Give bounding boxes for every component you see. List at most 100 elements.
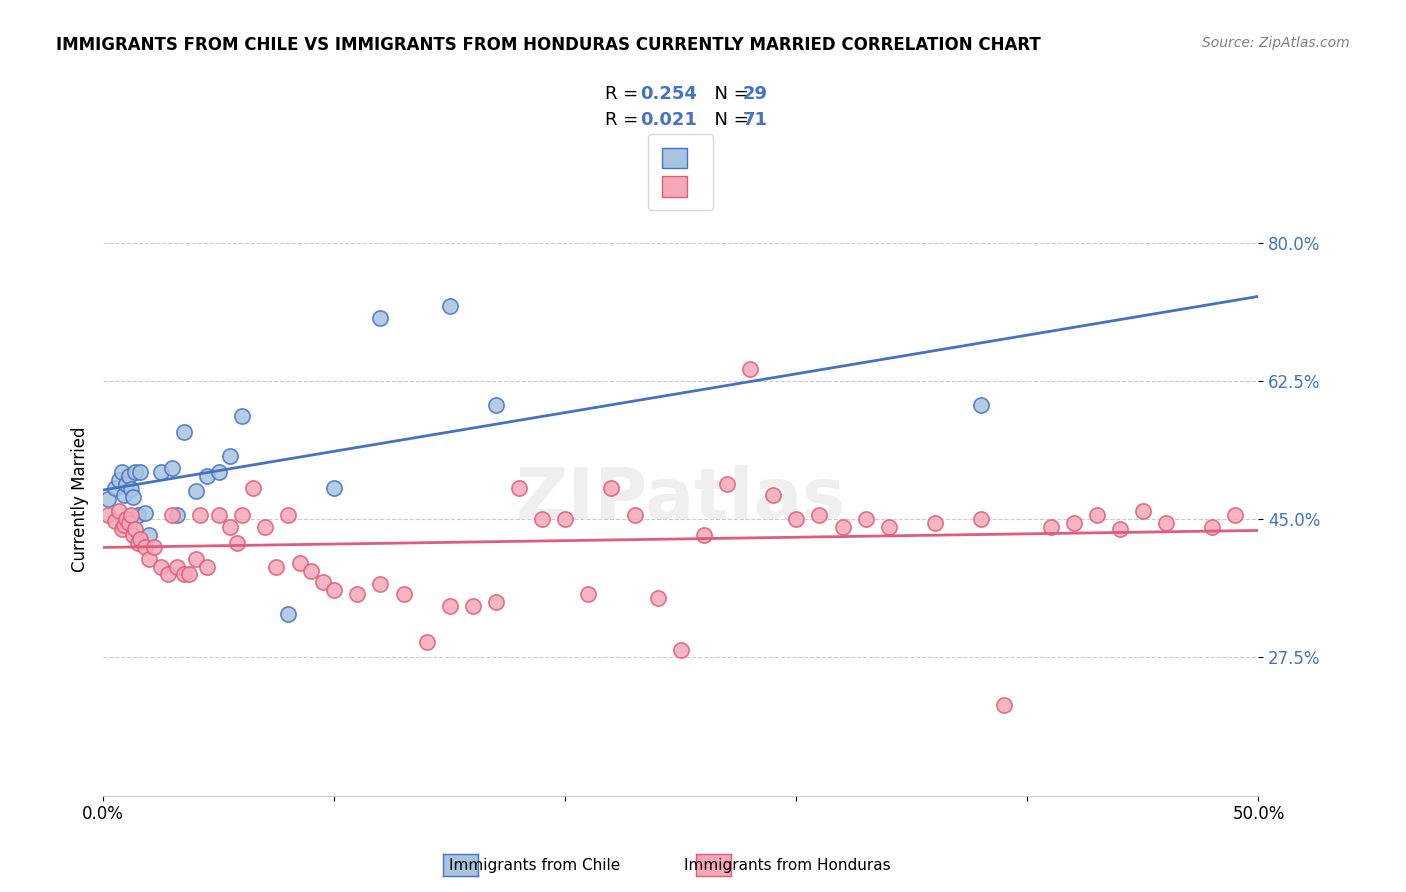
- Point: [693, 528, 716, 542]
- Point: [576, 587, 599, 601]
- Text: 0.021: 0.021: [640, 112, 696, 129]
- Point: [970, 398, 993, 412]
- Point: [647, 591, 669, 606]
- Point: [127, 508, 149, 523]
- Point: [877, 520, 900, 534]
- Point: [219, 449, 242, 463]
- Point: [188, 508, 211, 523]
- Point: [124, 522, 146, 536]
- Point: [288, 556, 311, 570]
- Point: [623, 508, 645, 523]
- Point: [166, 508, 188, 523]
- Point: [184, 484, 207, 499]
- Point: [231, 508, 253, 523]
- Point: [439, 599, 461, 613]
- Point: [108, 504, 131, 518]
- Point: [195, 468, 218, 483]
- Point: [461, 599, 484, 613]
- Point: [266, 559, 288, 574]
- Point: [166, 559, 188, 574]
- Point: [115, 512, 138, 526]
- Point: [323, 481, 346, 495]
- Point: [831, 520, 853, 534]
- Text: ZIPatlas: ZIPatlas: [516, 465, 846, 534]
- Point: [855, 512, 877, 526]
- Point: [156, 567, 179, 582]
- Point: [120, 482, 142, 496]
- Text: R =: R =: [605, 112, 644, 129]
- Point: [231, 409, 253, 424]
- Text: Source: ZipAtlas.com: Source: ZipAtlas.com: [1202, 36, 1350, 50]
- Text: N =: N =: [703, 112, 755, 129]
- Point: [110, 465, 132, 479]
- Point: [1063, 516, 1085, 530]
- Point: [346, 587, 368, 601]
- Point: [108, 473, 131, 487]
- Point: [138, 528, 160, 542]
- Point: [716, 476, 738, 491]
- Point: [177, 567, 200, 582]
- Point: [97, 492, 120, 507]
- Point: [122, 528, 145, 542]
- Point: [97, 508, 120, 523]
- Point: [323, 583, 346, 598]
- Point: [531, 512, 554, 526]
- Point: [299, 564, 322, 578]
- Text: 71: 71: [742, 112, 768, 129]
- Text: 0.254: 0.254: [640, 85, 696, 103]
- Point: [149, 465, 172, 479]
- Point: [120, 508, 142, 523]
- Point: [311, 575, 333, 590]
- Text: Immigrants from Chile: Immigrants from Chile: [449, 858, 620, 872]
- Point: [129, 465, 152, 479]
- Y-axis label: Currently Married: Currently Married: [72, 426, 89, 572]
- Point: [1154, 516, 1177, 530]
- Point: [1225, 508, 1247, 523]
- Point: [129, 532, 152, 546]
- Text: Immigrants from Honduras: Immigrants from Honduras: [685, 858, 890, 872]
- Point: [415, 634, 437, 648]
- Point: [1201, 520, 1223, 534]
- Legend: , : ,: [648, 135, 713, 210]
- Point: [370, 310, 392, 325]
- Point: [195, 559, 218, 574]
- Point: [143, 540, 166, 554]
- Point: [208, 508, 231, 523]
- Point: [277, 607, 299, 621]
- Point: [600, 481, 623, 495]
- Point: [122, 490, 145, 504]
- Text: N =: N =: [703, 85, 755, 103]
- Point: [508, 481, 530, 495]
- Point: [253, 520, 276, 534]
- Point: [762, 488, 785, 502]
- Point: [242, 481, 264, 495]
- Point: [277, 508, 299, 523]
- Point: [162, 460, 184, 475]
- Point: [173, 567, 195, 582]
- Point: [740, 362, 762, 376]
- Point: [993, 698, 1015, 712]
- Point: [134, 540, 156, 554]
- Point: [173, 425, 195, 440]
- Point: [112, 518, 135, 533]
- Point: [392, 587, 415, 601]
- Point: [226, 536, 249, 550]
- Point: [149, 559, 172, 574]
- Point: [485, 595, 508, 609]
- Point: [924, 516, 946, 530]
- Point: [785, 512, 807, 526]
- Point: [1132, 504, 1154, 518]
- Text: 29: 29: [742, 85, 768, 103]
- Point: [112, 488, 135, 502]
- Point: [138, 551, 160, 566]
- Point: [104, 514, 127, 528]
- Point: [124, 465, 146, 479]
- Point: [134, 506, 156, 520]
- Point: [115, 476, 138, 491]
- Point: [104, 481, 127, 495]
- Text: R =: R =: [605, 85, 644, 103]
- Point: [669, 642, 692, 657]
- Point: [127, 536, 149, 550]
- Point: [1108, 522, 1130, 536]
- Point: [970, 512, 993, 526]
